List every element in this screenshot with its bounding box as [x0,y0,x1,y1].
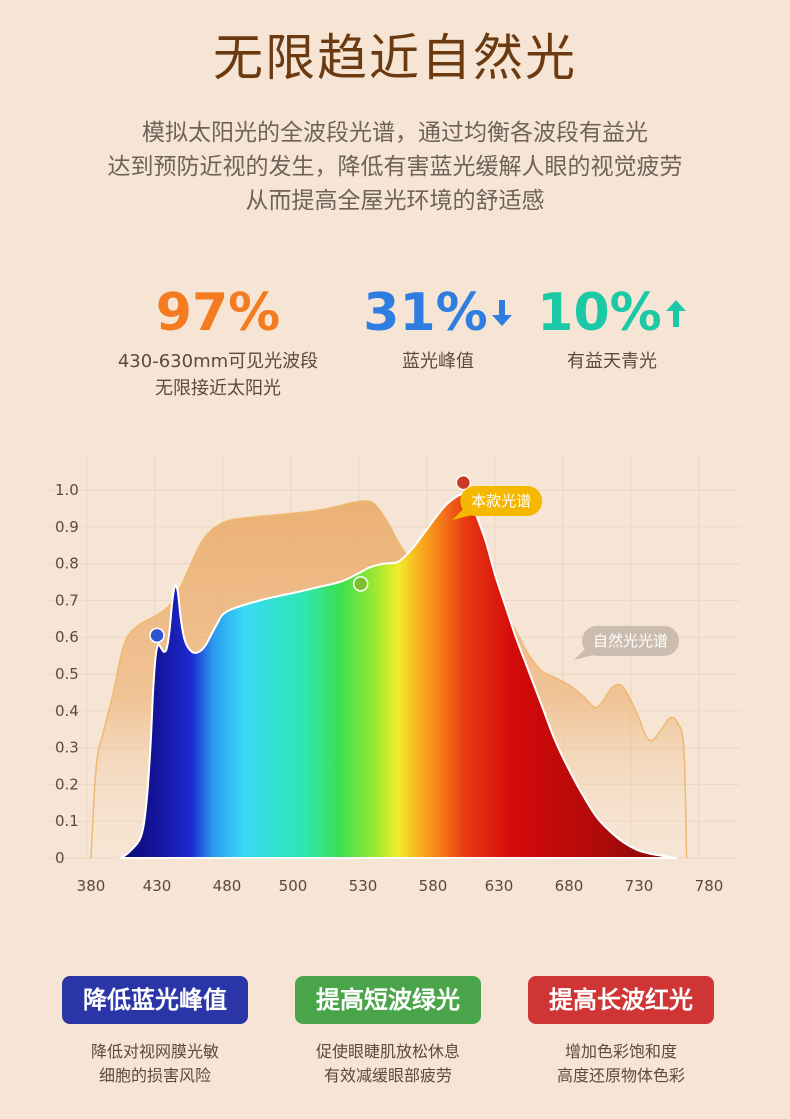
y-tick-label: 0.4 [55,702,79,720]
x-tick-label: 500 [279,877,308,895]
x-axis: 380 430 480 500 530 580 630 680 730 780 [77,877,724,895]
x-tick-label: 430 [143,877,172,895]
down-arrow-icon [491,300,512,326]
stat-value-text: 97% [155,283,281,343]
stat-label: 无限接近太阳光 [155,378,281,399]
chart-callout-text: 自然光光谱 [593,632,668,650]
feature-boost-green: 提高短波绿光 [295,976,481,1024]
x-tick-label: 630 [485,877,514,895]
chart-markers [149,474,472,644]
feature-note: 促使眼睫肌放松休息 有效减缓眼部疲劳 [288,1040,488,1088]
feature-boost-red: 提高长波红光 [528,976,714,1024]
feature-note-line: 增加色彩饱和度 [564,1042,677,1061]
x-tick-label: 780 [695,877,724,895]
stat-value: 31% [363,282,512,344]
x-tick-label: 380 [77,877,106,895]
chart-marker [455,474,472,491]
x-tick-label: 730 [625,877,654,895]
page-title: 无限趋近自然光 [213,29,577,87]
spectrum-chart: 0 0.1 0.2 0.3 0.4 0.5 0.6 0.7 0.8 0.9 1.0 380 430 48… [50,455,740,895]
stat-label: 蓝光峰值 [402,351,474,372]
description-line: 达到预防近视的发生，降低有害蓝光缓解人眼的视觉疲劳 [107,154,683,180]
stat-value-text: 31% [363,283,488,343]
chart-callout: 本款光谱 [452,486,543,521]
stat-value: 97% [156,282,280,344]
stat-label: 有益天青光 [567,351,657,372]
feature-reduce-blue: 降低蓝光峰值 [62,976,248,1024]
y-tick-label: 0.3 [55,739,79,757]
stat-blue-peak: 31% 蓝光峰值 [348,282,528,375]
feature-note: 降低对视网膜光敏 细胞的损害风险 [55,1040,255,1088]
series-this-product [118,492,677,859]
y-tick-label: 0.2 [55,775,79,793]
chart-marker [149,627,165,644]
stat-value-text: 10% [537,283,662,343]
stat-label: 430-630mm可见光波段 [117,351,319,372]
up-arrow-icon [665,300,686,327]
feature-note-line: 高度还原物体色彩 [556,1066,685,1085]
y-axis: 0 0.1 0.2 0.3 0.4 0.5 0.6 0.7 0.8 0.9 1.0 [55,481,79,867]
feature-note-line: 有效减缓眼部疲劳 [323,1066,452,1085]
x-tick-label: 680 [555,877,584,895]
y-tick-label: 0.7 [55,591,79,609]
chart-marker [352,576,369,592]
y-tick-label: 0.8 [55,555,79,573]
feature-note-line: 降低对视网膜光敏 [90,1042,219,1061]
chart-callout: 自然光光谱 [574,625,679,660]
description-line: 从而提高全屋光环境的舒适感 [245,188,545,214]
y-tick-label: 0.6 [55,628,79,646]
chart-callout-text: 本款光谱 [471,492,531,510]
feature-note-line: 细胞的损害风险 [98,1066,211,1085]
y-tick-label: 0.1 [55,812,79,830]
x-tick-label: 580 [419,877,448,895]
stat-visible-spectrum: 97% 430-630mm可见光波段 无限接近太阳光 [98,282,338,402]
y-tick-label: 0 [55,849,65,867]
description: 模拟太阳光的全波段光谱，通过均衡各波段有益光 达到预防近视的发生，降低有害蓝光缓… [0,116,790,218]
y-tick-label: 0.5 [55,665,79,683]
y-tick-label: 1.0 [55,481,79,499]
x-tick-label: 480 [213,877,242,895]
feature-note-line: 促使眼睫肌放松休息 [315,1042,460,1061]
stat-cyan-light: 10% 有益天青光 [522,282,702,375]
stat-value: 10% [537,282,686,344]
feature-note: 增加色彩饱和度 高度还原物体色彩 [521,1040,721,1088]
y-tick-label: 0.9 [55,518,79,536]
description-line: 模拟太阳光的全波段光谱，通过均衡各波段有益光 [142,120,648,146]
x-tick-label: 530 [349,877,378,895]
